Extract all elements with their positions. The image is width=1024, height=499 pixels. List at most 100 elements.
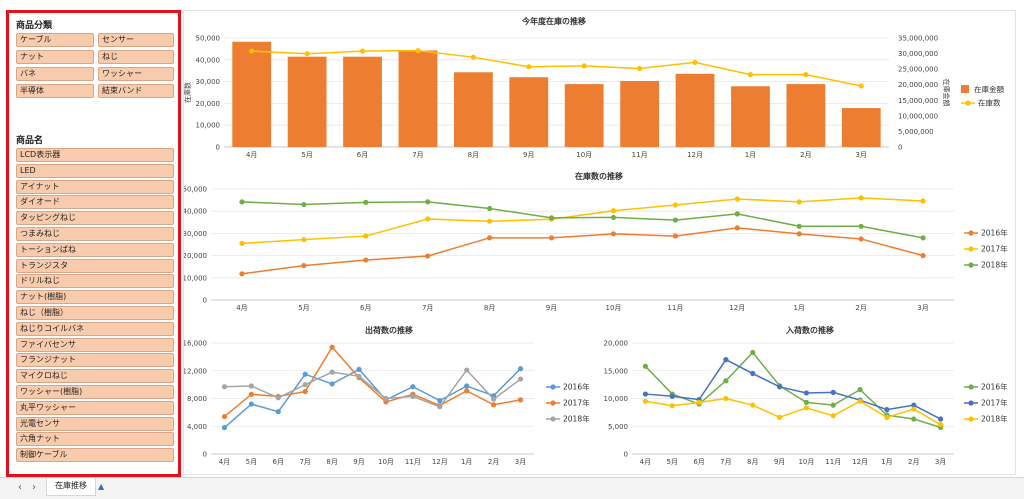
x-tick-label: 11月 xyxy=(632,151,648,159)
category-slicer-title: 商品分類 xyxy=(16,21,53,31)
x-tick-label: 6月 xyxy=(360,304,371,312)
category-button[interactable]: ケーブル xyxy=(16,33,94,47)
data-point xyxy=(239,240,245,246)
data-point xyxy=(363,257,369,263)
data-point xyxy=(437,404,443,410)
y-tick-label: 20,000 xyxy=(604,340,629,348)
product-name-button[interactable]: LCD表示器 xyxy=(16,148,174,162)
bar xyxy=(675,73,715,147)
data-point xyxy=(487,218,493,224)
x-tick-label: 12月 xyxy=(729,304,745,312)
data-point xyxy=(911,402,917,408)
prev-sheet-arrow-icon[interactable]: ‹ xyxy=(18,482,22,493)
product-name-button[interactable]: フランジナット xyxy=(16,353,174,368)
x-tick-label: 10月 xyxy=(798,458,814,466)
x-tick-label: 5月 xyxy=(667,458,678,466)
legend-marker xyxy=(968,416,974,422)
data-point xyxy=(410,393,416,400)
y-tick-label: 10,000 xyxy=(184,274,207,282)
x-tick-label: 8月 xyxy=(326,458,337,466)
product-name-button[interactable]: マイクロねじ xyxy=(16,369,174,384)
data-point xyxy=(301,262,307,269)
product-name-button[interactable]: アイナット xyxy=(16,179,174,194)
data-point xyxy=(669,393,675,399)
data-point xyxy=(911,406,917,412)
sheet-tab-stock[interactable]: 在庫推移 xyxy=(46,478,96,496)
x-tick-label: 7月 xyxy=(720,458,731,466)
bar xyxy=(287,56,327,147)
data-point xyxy=(415,48,421,54)
category-button[interactable]: バネ xyxy=(16,67,94,81)
dashboard-charts: 今年度在庫の推移 0 10,000 20,000 30,000 40,000 50,000 0… xyxy=(183,16,1009,466)
data-point xyxy=(723,357,729,363)
data-point xyxy=(517,376,524,382)
product-name-button[interactable]: 六角ナット xyxy=(16,432,174,447)
category-button[interactable]: ナット xyxy=(16,50,94,64)
product-name-button[interactable]: ナット(樹脂) xyxy=(16,290,174,305)
product-name-button[interactable]: LED xyxy=(16,163,174,178)
product-name-button[interactable]: ねじりコイルバネ xyxy=(16,321,174,336)
data-point xyxy=(884,407,890,413)
product-name-button[interactable]: ワッシャー(樹脂) xyxy=(16,384,174,399)
product-name-button[interactable]: 制御ケーブル xyxy=(16,448,174,463)
bar xyxy=(620,80,660,147)
data-point xyxy=(425,199,431,205)
data-point xyxy=(723,378,729,384)
data-point xyxy=(637,65,643,72)
chart-title: 今年度在庫の推移 xyxy=(521,16,586,26)
category-button[interactable]: 結束バンド xyxy=(98,84,174,98)
y-tick-label: 10,000 xyxy=(196,122,221,130)
y2-tick-label: 10,000,000 xyxy=(898,112,938,120)
data-point xyxy=(425,216,431,222)
y2-tick-label: 15,000,000 xyxy=(898,97,938,105)
data-point xyxy=(383,395,389,402)
x-tick-label: 9月 xyxy=(774,458,785,466)
product-name-button[interactable]: タッピングねじ xyxy=(16,211,174,226)
x-tick-label: 11月 xyxy=(405,458,421,466)
product-name-button[interactable]: ダイオード xyxy=(16,195,174,210)
product-name-button[interactable]: トーションばね xyxy=(16,242,174,257)
y-tick-label: 50,000 xyxy=(196,35,221,43)
product-name-button[interactable]: トランジスタ xyxy=(16,258,174,273)
y2-tick-label: 5,000,000 xyxy=(898,128,934,136)
bar xyxy=(453,72,493,147)
bar xyxy=(343,56,382,147)
data-point xyxy=(517,397,524,403)
data-point xyxy=(248,401,254,407)
y2-tick-label: 25,000,000 xyxy=(898,66,938,74)
y-tick-label: 20,000 xyxy=(196,100,221,108)
legend-marker xyxy=(968,384,974,390)
legend-label: 2016年 xyxy=(981,228,1008,238)
series-line xyxy=(645,397,941,426)
data-point xyxy=(610,208,617,214)
x-tick-label: 3月 xyxy=(917,304,928,312)
y-tick-label: 0 xyxy=(624,451,628,459)
legend-label: 2018年 xyxy=(981,414,1008,424)
product-name-button[interactable]: 丸平ワッシャー xyxy=(16,400,174,415)
product-name-button[interactable]: ねじ（樹脂） xyxy=(16,305,174,320)
sheet-menu-icon[interactable]: ▲ xyxy=(98,482,105,491)
category-button[interactable]: センサー xyxy=(98,33,174,47)
category-button[interactable]: ねじ xyxy=(98,50,174,64)
y-tick-label: 0 xyxy=(203,297,207,305)
product-name-button[interactable]: ファイバセンサ xyxy=(16,337,174,352)
product-name-button[interactable]: 光電センサ xyxy=(16,416,174,431)
data-point xyxy=(734,225,740,231)
y-tick-label: 50,000 xyxy=(184,186,207,194)
product-name-button[interactable]: ドリルねじ xyxy=(16,274,174,289)
product-name-button[interactable]: つまみねじ xyxy=(16,226,174,241)
data-point xyxy=(734,196,740,202)
next-sheet-arrow-icon[interactable]: › xyxy=(32,482,36,493)
category-button[interactable]: 半導体 xyxy=(16,84,94,98)
data-point xyxy=(581,63,587,69)
legend-label: 2017年 xyxy=(981,398,1008,408)
data-point xyxy=(776,414,783,420)
bar xyxy=(731,86,770,147)
legend-marker xyxy=(968,246,974,252)
legend-label: 在庫数 xyxy=(978,98,1001,108)
y-axis-label: 在庫数 xyxy=(184,82,192,103)
name-slicer-title: 商品名 xyxy=(16,136,44,146)
category-button[interactable]: ワッシャー xyxy=(98,67,174,81)
x-tick-label: 12月 xyxy=(432,458,448,466)
